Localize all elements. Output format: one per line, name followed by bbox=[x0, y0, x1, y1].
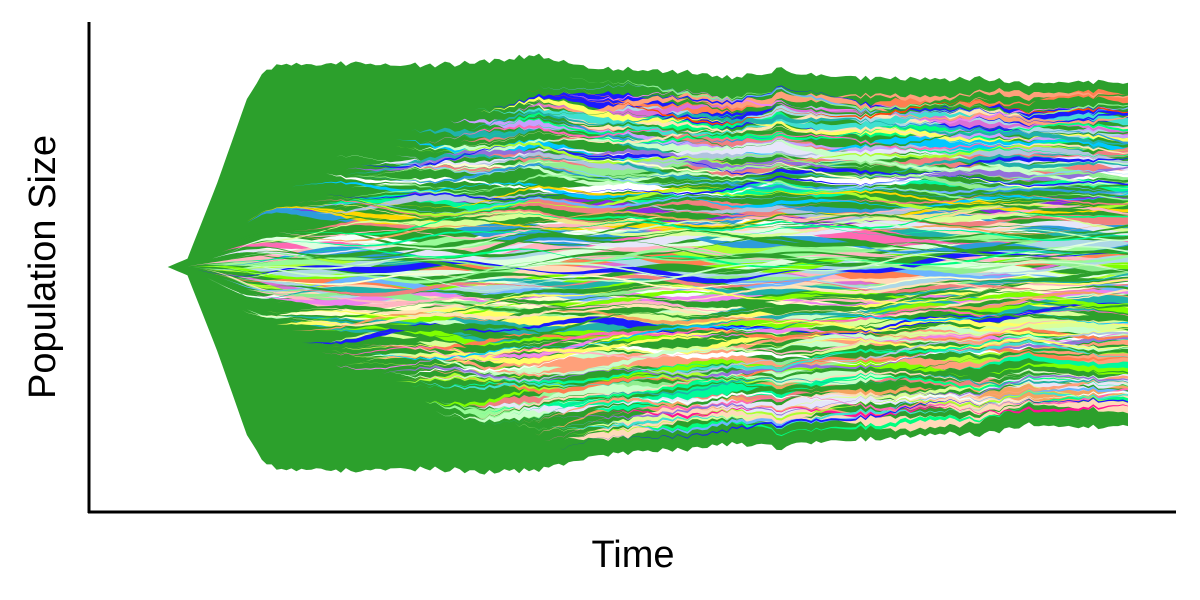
lineage-band-96 bbox=[138, 267, 1128, 428]
lineage-band-135 bbox=[138, 267, 1128, 313]
lineage-band-160 bbox=[138, 213, 1128, 267]
lineage-band-142 bbox=[138, 267, 1128, 446]
lineage-band-98 bbox=[138, 191, 1128, 267]
lineage-band-54 bbox=[138, 190, 1128, 267]
lineage-band-15 bbox=[138, 267, 1128, 437]
lineage-band-185 bbox=[138, 263, 1128, 291]
lineage-band-73 bbox=[138, 80, 1128, 267]
lineage-band-156 bbox=[138, 267, 1128, 422]
lineage-band-46 bbox=[138, 267, 1128, 378]
lineage-band-49 bbox=[138, 178, 1128, 267]
y-axis-title: Population Size bbox=[22, 135, 64, 399]
lineage-band-94 bbox=[138, 267, 1128, 300]
lineage-band-110 bbox=[138, 267, 1128, 307]
lineage-band-34 bbox=[138, 225, 1128, 267]
lineage-band-173 bbox=[138, 220, 1128, 267]
lineage-band-84 bbox=[138, 143, 1128, 267]
lineage-band-33 bbox=[138, 191, 1128, 267]
lineage-band-121 bbox=[138, 187, 1128, 267]
lineage-band-143 bbox=[138, 267, 1128, 320]
lineage-band-23 bbox=[138, 267, 1128, 385]
lineage-band-95 bbox=[138, 250, 1128, 284]
lineage-band-114 bbox=[138, 142, 1128, 267]
lineage-band-109 bbox=[138, 245, 1128, 267]
lineage-band-47 bbox=[138, 183, 1128, 267]
x-axis-title: Time bbox=[591, 534, 674, 576]
lineage-band-167 bbox=[138, 246, 1128, 277]
lineage-band-80 bbox=[138, 245, 1128, 286]
lineage-band-133 bbox=[138, 247, 1128, 284]
lineage-band-157 bbox=[138, 202, 1128, 267]
lineage-band-123 bbox=[138, 267, 1128, 358]
lineage-band-79 bbox=[138, 220, 1128, 267]
plot-area bbox=[138, 53, 1128, 475]
lineage-band-65 bbox=[138, 231, 1128, 267]
lineage-band-48 bbox=[138, 236, 1128, 279]
lineage-band-99 bbox=[138, 267, 1128, 327]
lineage-band-122 bbox=[138, 205, 1128, 267]
lineage-band-107 bbox=[138, 267, 1128, 381]
